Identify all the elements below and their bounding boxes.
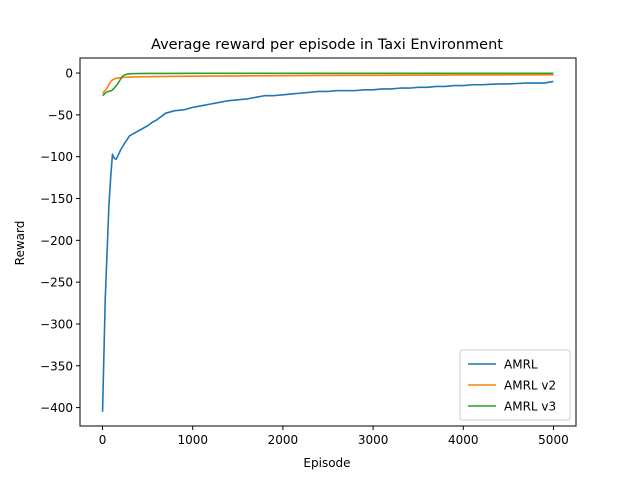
legend-entry: AMRL v2 (504, 379, 556, 393)
ticks-layer: 0 1000 2000 3000 4000 5000 0 −50 −100 −150 −200 −25… (40, 67, 569, 447)
x-axis-label: Episode (303, 456, 350, 470)
legend: AMRL AMRL v2 AMRL v3 (459, 349, 571, 421)
y-tick-label: −50 (48, 108, 73, 122)
x-tick-label: 1000 (177, 433, 208, 447)
y-tick-label: 0 (65, 67, 73, 81)
y-tick-label: −250 (40, 276, 73, 290)
chart-title: Average reward per episode in Taxi Envir… (151, 37, 503, 53)
y-tick-label: −150 (40, 192, 73, 206)
series-line-amrl-v3 (102, 72, 554, 97)
x-tick-label: 2000 (268, 433, 299, 447)
axes-frame (79, 57, 577, 427)
legend-box (459, 349, 571, 421)
x-tick-label: 3000 (358, 433, 389, 447)
y-tick-label: −300 (40, 317, 73, 331)
x-tick-label: 5000 (538, 433, 569, 447)
legend-entry: AMRL v3 (504, 400, 556, 414)
y-tick-label: −350 (40, 359, 73, 373)
y-axis-label: Reward (13, 221, 27, 266)
y-tick-label: −100 (40, 150, 73, 164)
x-tick-label: 0 (99, 433, 107, 447)
y-tick-label: −200 (40, 234, 73, 248)
y-tick-label: −400 (40, 401, 73, 415)
legend-entry: AMRL (504, 358, 538, 372)
series-layer (101, 72, 554, 412)
series-line-amrl (101, 80, 554, 412)
x-tick-label: 4000 (448, 433, 479, 447)
series-line-amrl-v2 (102, 74, 554, 94)
